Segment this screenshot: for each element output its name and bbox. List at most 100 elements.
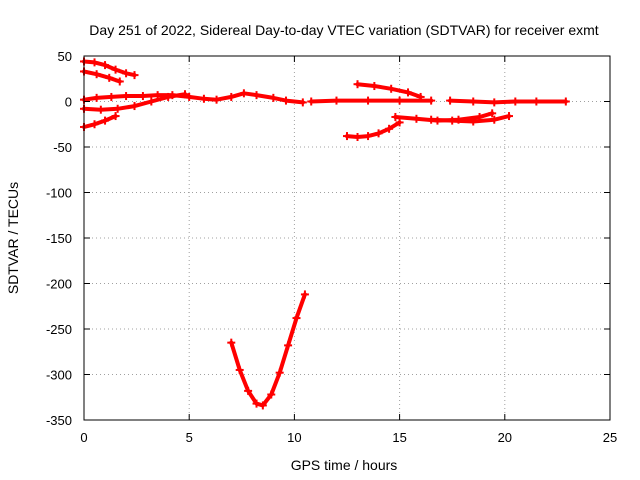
- data-point: [490, 98, 499, 107]
- data-point: [490, 115, 499, 124]
- data-point: [269, 93, 278, 102]
- data-point: [446, 96, 455, 105]
- data-point: [511, 97, 520, 106]
- series-arc-4: [80, 90, 189, 114]
- series-arc-10: [427, 112, 514, 126]
- data-point: [227, 338, 236, 347]
- data-point: [448, 116, 457, 125]
- y-tick-label: -100: [46, 186, 72, 201]
- data-point: [374, 129, 383, 138]
- series-line: [82, 69, 122, 84]
- data-point: [113, 104, 122, 113]
- y-tick-label: -200: [46, 277, 72, 292]
- data-point: [292, 314, 301, 323]
- data-point: [469, 117, 478, 126]
- data-point: [387, 84, 396, 93]
- y-tick-label: -50: [53, 140, 72, 155]
- data-point: [364, 96, 373, 105]
- data-point: [130, 102, 139, 111]
- data-point: [199, 94, 208, 103]
- data-point: [385, 124, 394, 133]
- data-point: [101, 116, 110, 125]
- series-arc-7: [353, 80, 425, 101]
- data-point: [267, 390, 276, 399]
- data-point: [185, 92, 194, 101]
- y-tick-label: -150: [46, 231, 72, 246]
- data-point: [111, 112, 120, 121]
- data-point: [404, 88, 413, 97]
- data-point: [101, 61, 110, 70]
- data-point: [252, 91, 261, 100]
- data-point: [284, 341, 293, 350]
- series-line: [229, 292, 307, 408]
- data-point: [115, 77, 124, 86]
- data-point: [90, 58, 99, 67]
- series-arc-11: [446, 96, 570, 107]
- data-point: [370, 82, 379, 91]
- y-tick-label: 50: [58, 49, 72, 64]
- data-point: [111, 65, 120, 74]
- data-point: [469, 97, 478, 106]
- data-point: [343, 132, 351, 141]
- x-tick-label: 0: [80, 430, 87, 445]
- data-point: [395, 96, 404, 105]
- data-point: [307, 97, 316, 106]
- data-point: [90, 120, 99, 129]
- data-point: [258, 401, 267, 410]
- series-line: [448, 98, 568, 105]
- y-axis-label: SDTVAR / TECUs: [5, 182, 21, 294]
- data-point: [275, 368, 284, 377]
- data-point: [227, 92, 236, 101]
- data-point: [427, 96, 436, 105]
- series-line: [82, 91, 305, 105]
- data-point: [180, 90, 189, 99]
- ticks: 0 5 10 15 20 25 50 0 -50 -100 -150 -200 -250 -300 -350: [46, 49, 617, 445]
- data-point: [239, 89, 248, 98]
- data-point: [412, 114, 421, 123]
- chart-title: Day 251 of 2022, Sidereal Day-to-day VTE…: [89, 22, 598, 38]
- y-tick-label: -300: [46, 368, 72, 383]
- data-point: [427, 115, 436, 124]
- data-point: [130, 71, 139, 80]
- data-point: [281, 96, 290, 105]
- x-tick-label: 20: [498, 430, 512, 445]
- data-point: [391, 112, 400, 121]
- data-point: [505, 112, 514, 121]
- series-arc-6: [307, 96, 436, 106]
- x-tick-label: 25: [603, 430, 617, 445]
- data-point: [252, 399, 261, 408]
- series-arc-12: [227, 290, 309, 410]
- data-point: [107, 92, 116, 101]
- series-arc-8: [343, 118, 404, 141]
- data-point: [105, 73, 114, 82]
- data-point: [395, 118, 404, 127]
- data-point: [532, 97, 541, 106]
- data-point: [298, 98, 307, 107]
- series-group: [80, 57, 570, 410]
- data-point: [488, 109, 497, 118]
- x-tick-label: 10: [287, 430, 301, 445]
- y-tick-label: 0: [65, 95, 72, 110]
- data-point: [416, 92, 425, 101]
- data-point: [164, 92, 173, 101]
- data-point: [353, 80, 362, 89]
- data-point: [364, 132, 373, 141]
- data-point: [300, 290, 309, 299]
- data-point: [92, 70, 101, 79]
- data-point: [235, 365, 244, 374]
- data-point: [122, 92, 131, 101]
- series-arc-1: [80, 57, 139, 80]
- data-point: [561, 97, 570, 106]
- x-tick-label: 15: [392, 430, 406, 445]
- data-point: [212, 95, 221, 104]
- data-point: [147, 97, 156, 106]
- data-point: [244, 386, 253, 395]
- data-point: [332, 96, 341, 105]
- x-axis-label: GPS time / hours: [291, 457, 398, 473]
- x-tick-label: 5: [186, 430, 193, 445]
- data-point: [138, 92, 147, 101]
- y-tick-label: -350: [46, 413, 72, 428]
- data-point: [96, 105, 105, 114]
- data-point: [92, 93, 101, 102]
